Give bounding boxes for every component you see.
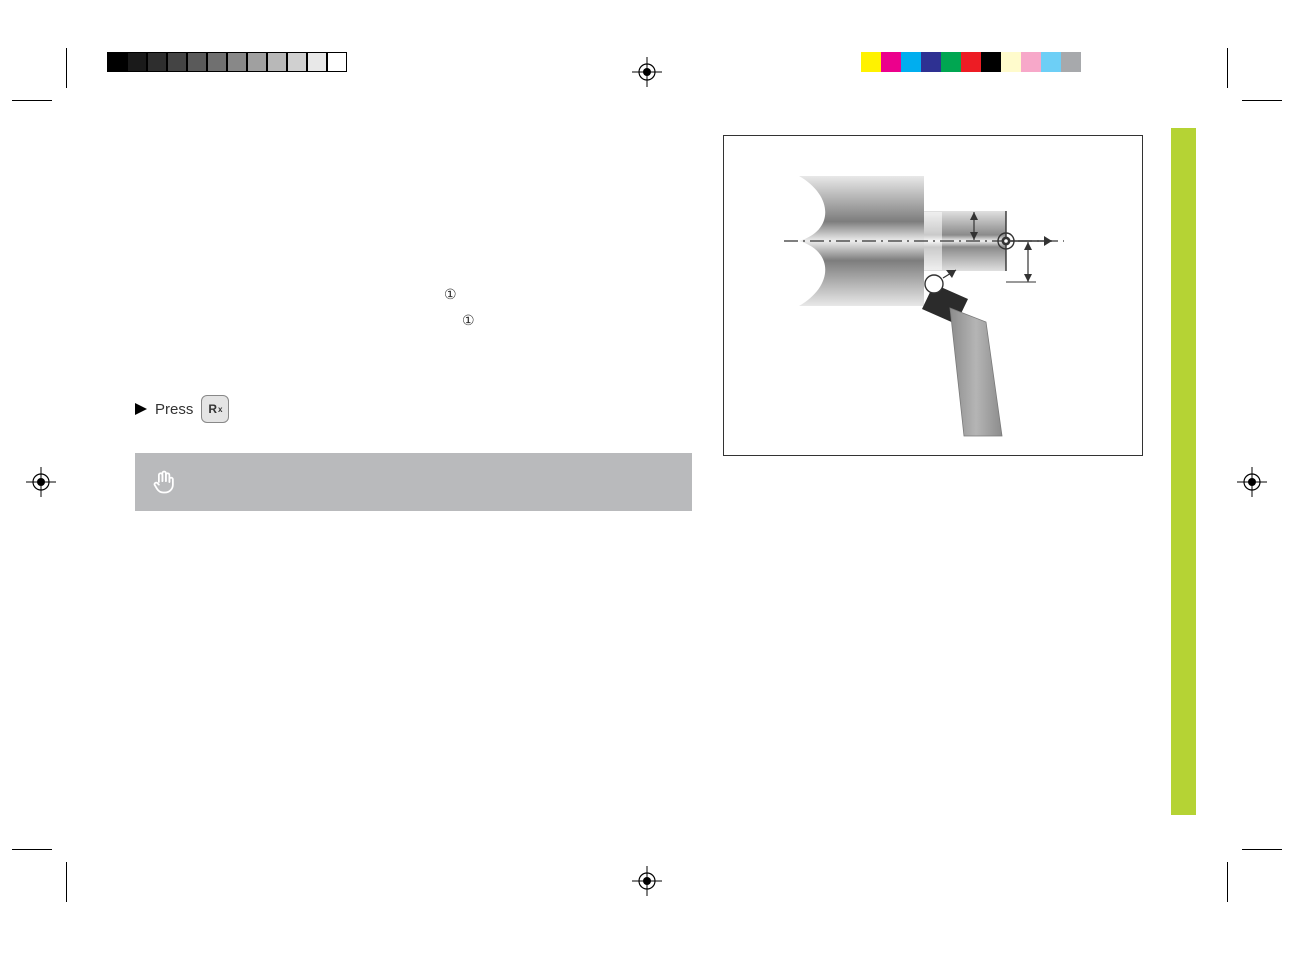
crop-mark-bl-v	[66, 862, 67, 902]
ref-marker-1: ①	[444, 286, 457, 303]
color-swatch	[1021, 52, 1041, 72]
rx-key: Rx	[201, 395, 229, 423]
registration-mark-right	[1237, 467, 1267, 497]
crop-mark-br-v	[1227, 862, 1228, 902]
grayscale-swatch	[307, 52, 327, 72]
note-box	[135, 453, 692, 511]
grayscale-swatch	[187, 52, 207, 72]
action-arrow-icon	[135, 403, 147, 415]
grayscale-swatch	[107, 52, 127, 72]
registration-mark-top	[632, 57, 662, 87]
color-swatch	[941, 52, 961, 72]
crop-mark-tr-h	[1242, 100, 1282, 101]
color-swatch	[1041, 52, 1061, 72]
page-root: ① ① Press Rx	[0, 0, 1294, 954]
grayscale-bar	[107, 52, 347, 72]
rx-key-main: R	[208, 402, 217, 416]
grayscale-swatch	[147, 52, 167, 72]
grayscale-swatch	[287, 52, 307, 72]
grayscale-swatch	[267, 52, 287, 72]
color-swatch	[901, 52, 921, 72]
grayscale-swatch	[247, 52, 267, 72]
rx-key-sub: x	[218, 405, 222, 414]
grayscale-swatch	[227, 52, 247, 72]
crop-mark-tr-v	[1227, 48, 1228, 88]
note-hand-icon	[151, 468, 179, 496]
color-swatch	[1001, 52, 1021, 72]
grayscale-swatch	[207, 52, 227, 72]
color-swatch	[861, 52, 881, 72]
registration-mark-bottom	[632, 866, 662, 896]
color-swatch	[921, 52, 941, 72]
ref-marker-2: ①	[462, 312, 475, 329]
color-swatch	[881, 52, 901, 72]
crop-mark-tl-h	[12, 100, 52, 101]
registration-mark-left	[26, 467, 56, 497]
color-swatch	[981, 52, 1001, 72]
grayscale-swatch	[127, 52, 147, 72]
figure-box	[723, 135, 1143, 456]
crop-mark-tl-v	[66, 48, 67, 88]
press-instruction: Press Rx	[135, 395, 229, 423]
crop-mark-br-h	[1242, 849, 1282, 850]
color-bar	[861, 52, 1081, 72]
color-swatch	[961, 52, 981, 72]
grayscale-swatch	[167, 52, 187, 72]
side-section-tab	[1171, 128, 1196, 815]
color-swatch	[1061, 52, 1081, 72]
grayscale-swatch	[327, 52, 347, 72]
lathe-diagram	[724, 136, 1142, 455]
crop-mark-bl-h	[12, 849, 52, 850]
press-label: Press	[155, 401, 193, 418]
